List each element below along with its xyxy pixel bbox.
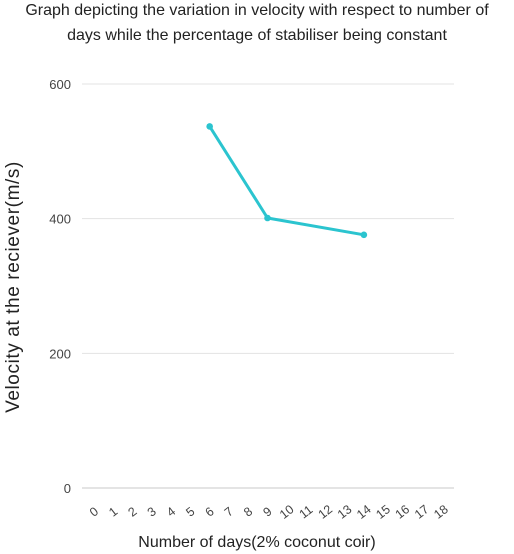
y-tick-label: 200 — [49, 346, 71, 361]
y-axis-ticks: 0 200 400 600 — [49, 77, 71, 496]
chart-title-line-1: Graph depicting the variation in velocit… — [25, 2, 489, 19]
x-tick-label: 5 — [183, 504, 197, 519]
y-tick-label: 400 — [49, 212, 71, 227]
series-layer — [206, 123, 368, 239]
x-tick-label: 1 — [106, 504, 120, 519]
x-tick-label: 14 — [354, 502, 374, 522]
x-tick-label: 18 — [431, 502, 451, 522]
x-tick-label: 15 — [373, 502, 393, 522]
x-tick-label: 2 — [126, 504, 140, 519]
y-tick-label: 0 — [64, 481, 71, 496]
x-tick-label: 9 — [260, 504, 274, 519]
x-tick-label: 11 — [297, 502, 316, 521]
data-point — [264, 214, 271, 222]
x-tick-label: 6 — [203, 504, 217, 519]
x-axis-ticks: 0 1 2 3 4 5 6 7 8 9 10 11 12 13 14 15 16 17 18 — [87, 502, 451, 522]
data-point — [360, 231, 368, 239]
x-tick-label: 13 — [335, 502, 355, 522]
x-tick-label: 7 — [222, 504, 236, 519]
chart-title-line-2: days while the percentage of stabiliser … — [67, 27, 447, 44]
x-tick-label: 17 — [412, 502, 432, 522]
gridlines — [82, 83, 454, 489]
x-tick-label: 8 — [241, 504, 255, 519]
x-tick-label: 3 — [145, 504, 159, 519]
x-tick-label: 4 — [164, 504, 178, 519]
x-tick-label: 0 — [87, 504, 101, 519]
y-axis-label: Velocity at the reciever(m/s) — [3, 161, 24, 413]
data-point — [206, 123, 213, 130]
y-tick-label: 600 — [49, 77, 71, 92]
x-tick-label: 16 — [393, 502, 413, 522]
x-tick-label: 12 — [316, 502, 336, 522]
x-axis-label: Number of days(2% coconut coir) — [138, 534, 375, 551]
x-tick-label: 10 — [277, 502, 297, 522]
